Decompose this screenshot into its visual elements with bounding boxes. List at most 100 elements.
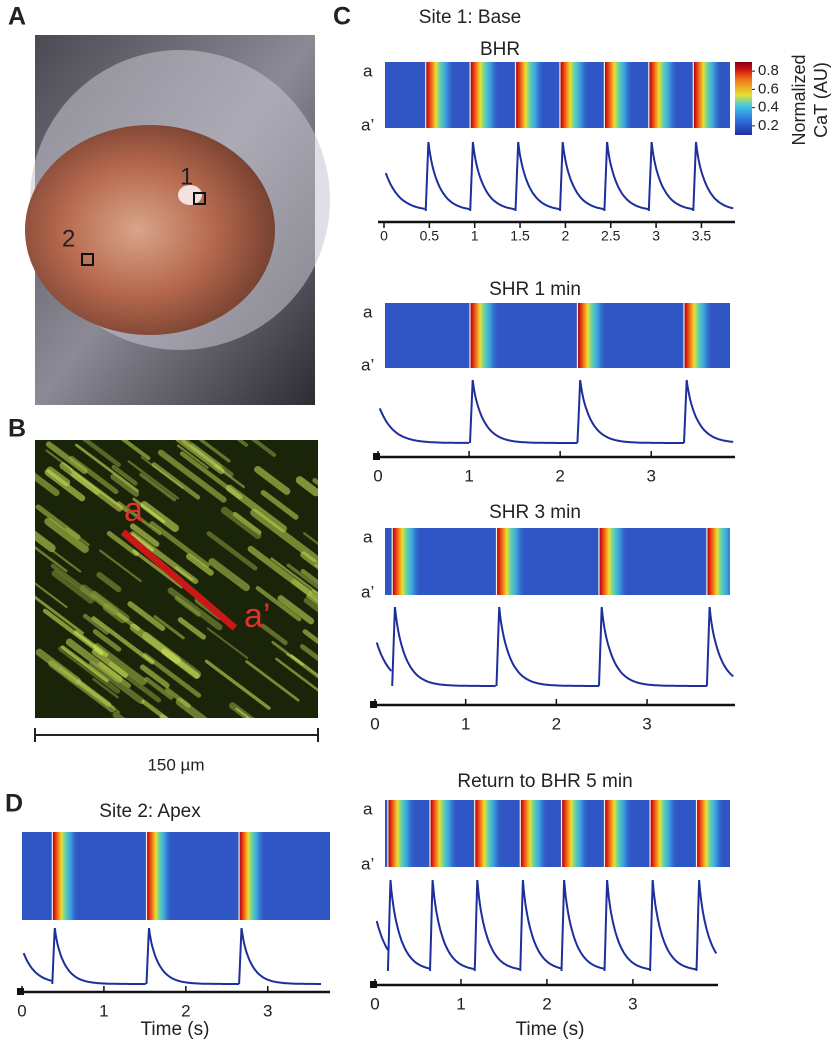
fiber [303,598,318,613]
fiber [167,587,223,631]
fiber [61,645,109,683]
trace-beat [473,879,520,972]
heatmap-band [515,62,545,128]
fiber [144,676,174,700]
fiber [326,527,363,555]
fiber [250,508,318,563]
colorbar-tick-label: 0.6 [758,80,779,97]
trace-baseline [378,408,470,444]
fiber [290,654,318,677]
fiber [112,711,126,718]
row-label: a [363,61,373,80]
axis-origin [373,453,380,460]
row-label: a [363,527,373,546]
fiber [277,595,315,625]
scan-label: a [124,491,143,529]
heatmap-band [598,528,628,595]
fiber [300,551,318,570]
fiber [132,549,184,589]
fiber [111,464,138,486]
heatmap-band [470,62,500,128]
heatmap-band [239,832,266,920]
heatmap-band [706,528,730,595]
fiber [291,578,318,603]
fiber [50,563,108,608]
colorbar-tick-label: 0.4 [758,99,779,116]
x-tick-label: 2.5 [601,228,621,244]
fiber [225,484,288,533]
fiber [129,623,181,664]
panel-label: D [5,790,23,818]
trace-beat [469,141,515,212]
scan-label: a’ [244,597,270,635]
x-tick-label: 1 [464,466,473,485]
fiber [286,653,318,679]
x-tick-label: 3.5 [692,228,712,244]
heatmap-band [430,800,458,867]
fiber [260,489,299,520]
heatmap-band [604,62,634,128]
x-tick-label: 2 [555,466,564,485]
heatmap-bg [385,303,730,368]
scale-label: 150 µm [147,755,204,774]
heatmap [385,528,730,595]
fiber [174,566,194,581]
heatmap-band [392,528,422,595]
fiber [236,440,249,447]
heatmap-band [146,832,173,920]
recording-title: SHR 3 min [489,502,581,523]
colorbar [735,62,752,135]
fiber [300,569,318,586]
heatmap-band [650,800,678,867]
panel-title: Site 2: Apex [99,801,201,822]
fiber [303,532,318,546]
fiber [58,645,121,694]
fiber [340,434,357,447]
panel-label: C [333,3,351,31]
fiber [306,594,318,607]
heatmap-band [387,800,416,867]
fiber [312,478,318,486]
fiber [98,662,131,688]
heart [25,125,275,335]
fiber [250,440,277,457]
fiber [275,657,318,692]
x-tick-label: 2 [542,994,551,1013]
fiber [129,523,160,547]
row-label: a’ [361,115,374,134]
fiber [35,530,56,553]
x-tick-label: 3 [642,714,651,733]
trace-baseline [22,952,52,982]
fiber [75,443,139,493]
fiber [286,563,318,590]
trace-beat [51,927,146,985]
fiber [91,649,128,678]
fiber [51,570,95,604]
x-tick-label: 1 [471,228,479,244]
fiber [190,443,234,477]
fiber [329,670,390,715]
trace-beat [647,141,694,212]
trace-baseline [375,642,393,672]
fiber [153,615,185,640]
x-tick-label: 3 [646,466,655,485]
trace-beat [469,379,578,444]
heatmap-band [425,62,455,128]
heatmap-band [559,62,589,128]
fiber [110,473,140,497]
fiber [91,616,155,665]
site-label: 1 [180,163,193,190]
trace-beat [692,141,734,212]
x-tick-label: 0 [373,466,382,485]
fiber [70,469,128,513]
trace-beat [386,879,430,972]
heatmap [385,303,730,368]
heatmap-band [496,528,526,595]
heatmap-bg [385,528,730,595]
fiber [117,501,162,536]
site-label: 2 [62,225,75,252]
scan-line [120,529,238,631]
fiber [323,671,359,698]
fiber [35,472,60,496]
